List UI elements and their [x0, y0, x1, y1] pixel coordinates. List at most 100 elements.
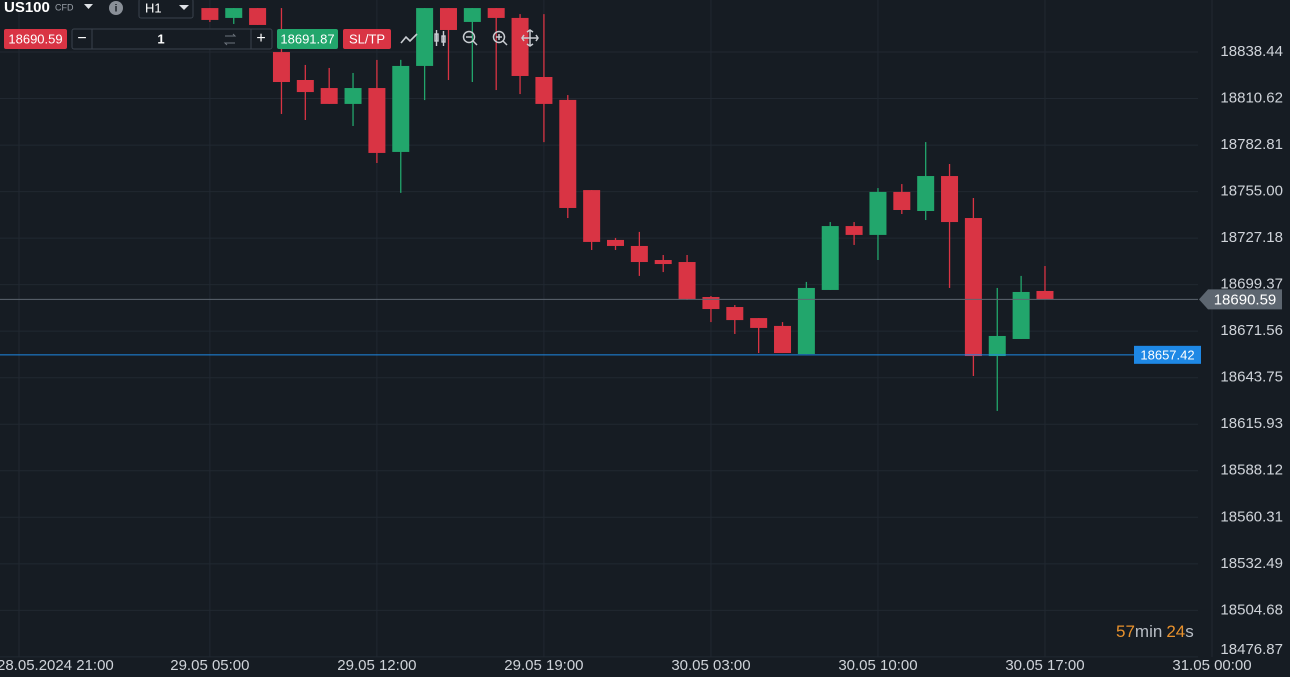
- candle-body: [821, 226, 839, 290]
- y-tick-label: 18532.49: [1220, 555, 1283, 572]
- candle-body: [678, 262, 696, 299]
- candle-body: [941, 176, 959, 223]
- y-tick-label: 18588.12: [1220, 462, 1283, 479]
- candle-body: [225, 8, 243, 18]
- timeframe: H1: [145, 0, 162, 15]
- sltp-button[interactable]: [343, 29, 391, 49]
- countdown-minutes: 57: [1116, 622, 1135, 641]
- line-chart-icon[interactable]: [400, 33, 418, 44]
- candle-body: [416, 8, 434, 66]
- y-tick-label: 18810.62: [1220, 90, 1283, 107]
- x-tick-label: 29.05 12:00: [337, 657, 416, 674]
- x-tick-label: 29.05 19:00: [504, 657, 583, 674]
- decrease-button[interactable]: −: [77, 30, 86, 47]
- quantity[interactable]: 1: [157, 31, 164, 46]
- x-tick-label: 28.05.2024 21:00: [0, 657, 114, 674]
- candle-chart-icon[interactable]: [434, 30, 446, 46]
- grid: [0, 0, 1213, 658]
- price-tag: [1199, 289, 1282, 310]
- candle-body: [320, 88, 338, 104]
- timeframe-arrow: [179, 5, 189, 10]
- price-lines: 18690.59 18657.42: [0, 289, 1282, 364]
- candle-body: [249, 8, 267, 25]
- candle-body: [463, 8, 481, 22]
- candle-body: [201, 8, 219, 20]
- y-tick-label: 18504.68: [1220, 601, 1283, 618]
- x-tick-label: 30.05 10:00: [838, 657, 917, 674]
- price-tag-label: 18690.59: [1214, 291, 1277, 308]
- candle-body: [511, 17, 529, 76]
- y-tick-label: 18671.56: [1220, 322, 1283, 339]
- candle-body: [487, 8, 505, 18]
- sell-button[interactable]: [4, 29, 67, 49]
- increase-button[interactable]: +: [256, 30, 265, 47]
- x-tick-label: 30.05 03:00: [671, 657, 750, 674]
- candle-body: [654, 260, 672, 265]
- candle-body: [797, 287, 815, 355]
- candle-body: [630, 245, 648, 263]
- y-tick-label: 18476.87: [1220, 641, 1283, 658]
- candle-body: [583, 190, 601, 242]
- candle-body: [559, 99, 577, 208]
- candle-body: [296, 80, 314, 93]
- pan-icon[interactable]: [521, 29, 539, 47]
- symbol-dropdown[interactable]: [84, 4, 93, 9]
- candle-body: [917, 176, 935, 211]
- candle-body: [750, 318, 768, 328]
- buy-price: 18691.87: [280, 31, 334, 46]
- candle-body: [535, 76, 553, 104]
- x-tick-label: 31.05 00:00: [1172, 657, 1251, 674]
- candles: [201, 8, 1054, 411]
- x-tick-label: 29.05 05:00: [170, 657, 249, 674]
- sltp-label: SL/TP: [349, 31, 385, 46]
- countdown-seconds: 24: [1166, 622, 1185, 641]
- candle-body: [893, 191, 911, 210]
- price-tag: [1134, 345, 1201, 364]
- candle-body: [607, 239, 624, 246]
- y-tick-label: 18560.31: [1220, 508, 1283, 525]
- symbol-type: CFD: [55, 2, 74, 12]
- zoom-in-icon[interactable]: [492, 30, 508, 46]
- candle-body: [368, 88, 386, 153]
- zoom-out-icon[interactable]: [462, 30, 478, 46]
- countdown: 57min 24s: [1116, 622, 1194, 641]
- candle-body: [1036, 290, 1054, 300]
- candle-body: [774, 325, 792, 354]
- y-tick-label: 18615.93: [1220, 415, 1283, 432]
- candle-body: [726, 307, 744, 321]
- y-tick-label: 18838.44: [1220, 43, 1283, 60]
- sell-price: 18690.59: [8, 31, 62, 46]
- axes: 18838.44 18810.62 18782.81 18755.00 18727.18…: [0, 43, 1283, 674]
- header: US100 CFD i H1 18690.59 − 1 + 18691.87 S…: [4, 0, 539, 50]
- info-icon[interactable]: [109, 1, 123, 15]
- candle-body: [439, 8, 457, 30]
- x-tick-label: 30.05 17:00: [1005, 657, 1084, 674]
- candle-body: [344, 88, 362, 104]
- candle-body: [702, 296, 720, 310]
- countdown-seconds-unit: s: [1185, 622, 1194, 641]
- buy-button[interactable]: [277, 29, 338, 49]
- candle-body: [1012, 291, 1030, 339]
- candle-body: [988, 335, 1006, 357]
- info-glyph: i: [115, 4, 118, 15]
- price-tag-label: 18657.42: [1140, 347, 1194, 362]
- candle-body: [869, 191, 887, 235]
- y-tick-label: 18727.18: [1220, 229, 1283, 246]
- timeframe-select[interactable]: [138, 0, 194, 19]
- y-tick-label: 18699.37: [1220, 276, 1283, 293]
- candle-body: [845, 226, 863, 235]
- y-tick-label: 18782.81: [1220, 136, 1283, 153]
- y-tick-label: 18643.75: [1220, 369, 1283, 386]
- countdown-minutes-unit: min: [1135, 622, 1162, 641]
- candle-body: [272, 52, 290, 83]
- y-tick-label: 18755.00: [1220, 183, 1283, 200]
- candle-body: [392, 65, 410, 152]
- quantity-box: [71, 28, 273, 50]
- candle-body: [964, 218, 982, 357]
- swap-icon[interactable]: [223, 33, 237, 46]
- symbol: US100: [4, 0, 50, 16]
